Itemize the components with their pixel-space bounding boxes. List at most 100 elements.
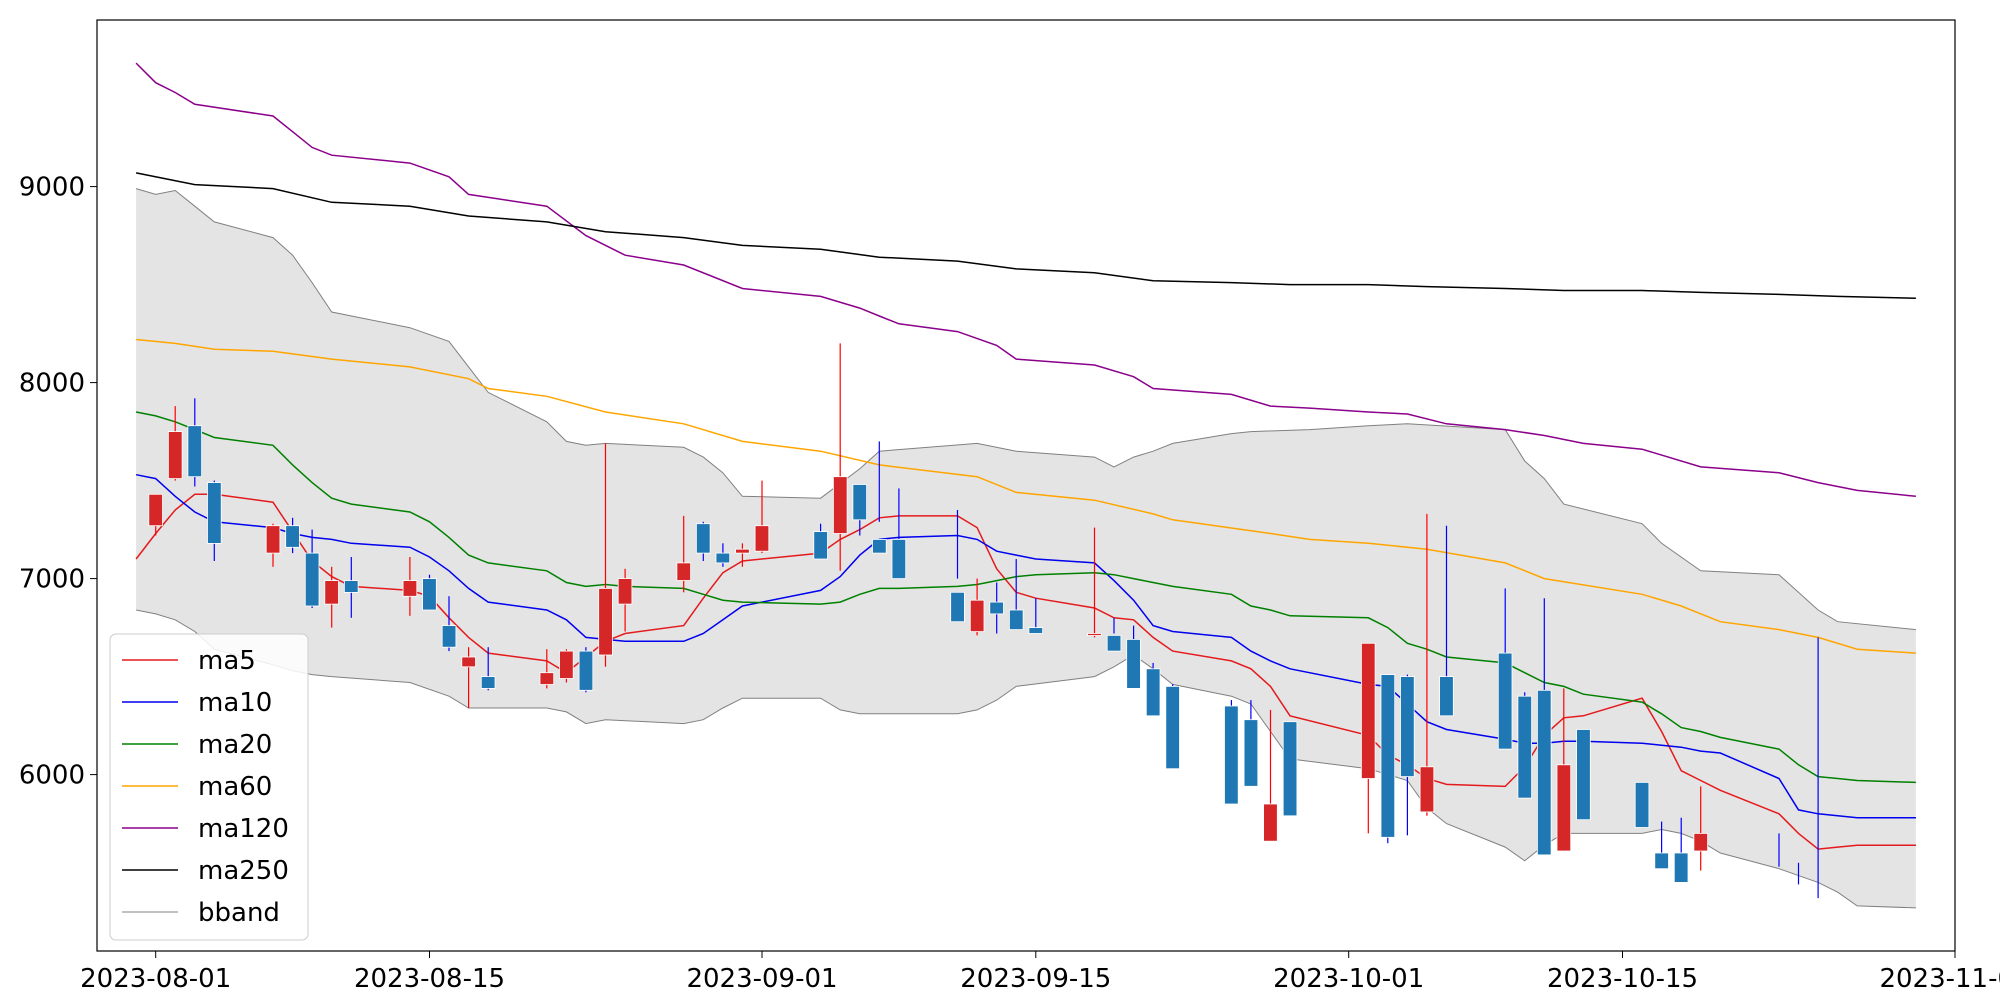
y-tick-label: 6000 xyxy=(19,761,85,791)
candles-layer xyxy=(148,343,1819,899)
candle-body xyxy=(1263,803,1278,842)
candle xyxy=(422,574,437,611)
candle xyxy=(1165,684,1180,770)
candle xyxy=(833,343,848,571)
candle-body xyxy=(1126,639,1141,689)
candle xyxy=(1126,625,1141,689)
candle xyxy=(1497,588,1513,750)
candle xyxy=(480,647,496,691)
candle xyxy=(872,441,887,554)
candle-body xyxy=(1282,721,1298,817)
candle-body xyxy=(950,591,965,623)
candle xyxy=(402,557,418,616)
candle-body xyxy=(1243,719,1259,787)
candle xyxy=(891,488,907,580)
candle-body xyxy=(1517,695,1533,799)
candle-body xyxy=(1400,676,1415,777)
candle-body xyxy=(578,650,594,691)
candle-body xyxy=(1145,668,1161,717)
x-tick-label: 2023-08-01 xyxy=(80,964,231,994)
candle xyxy=(1380,674,1396,844)
ma10-line xyxy=(135,473,1916,819)
candle-body xyxy=(833,476,848,534)
legend-label-ma120: ma120 xyxy=(198,814,289,844)
candle-body xyxy=(1654,852,1669,870)
candle xyxy=(578,647,594,693)
candle-body xyxy=(1106,635,1122,652)
candle xyxy=(343,557,359,618)
candle-body xyxy=(1556,764,1572,852)
candle xyxy=(1009,559,1024,631)
candle xyxy=(1028,598,1044,634)
candle-body xyxy=(461,656,476,668)
candle-body xyxy=(539,672,555,685)
candle-body xyxy=(891,539,907,580)
ma20-line xyxy=(135,411,1916,784)
candle-body xyxy=(969,599,985,633)
candle-body xyxy=(1361,642,1376,779)
candle-body xyxy=(402,580,418,597)
candle-body xyxy=(167,431,183,480)
candle xyxy=(1400,674,1415,836)
candle xyxy=(187,398,202,487)
legend-label-ma10: ma10 xyxy=(198,688,272,718)
candle xyxy=(1537,598,1552,856)
candle xyxy=(598,443,613,667)
x-tick-label: 2023-08-15 xyxy=(354,964,505,994)
legend-label-ma5: ma5 xyxy=(198,646,256,676)
candle xyxy=(1106,617,1122,652)
candle xyxy=(441,596,457,652)
x-tick-label: 2023-10-01 xyxy=(1273,964,1424,994)
ma5-line xyxy=(135,493,1916,850)
legend-label-ma20: ma20 xyxy=(198,730,272,760)
candle xyxy=(148,493,163,536)
candle xyxy=(1419,513,1435,816)
ma120-line xyxy=(135,62,1916,498)
candle-body xyxy=(1165,686,1180,770)
candle-body xyxy=(735,548,750,554)
y-tick-label: 7000 xyxy=(19,565,85,595)
candle xyxy=(735,543,750,567)
legend-label-ma250: ma250 xyxy=(198,856,289,886)
bband-fill xyxy=(136,188,1916,908)
candle xyxy=(265,523,281,567)
candle xyxy=(1654,821,1669,870)
candle xyxy=(813,523,828,560)
candle-body xyxy=(1497,652,1513,750)
candle-body xyxy=(324,580,339,605)
candle-body xyxy=(441,625,457,648)
candle xyxy=(1673,817,1689,883)
candle xyxy=(1634,782,1650,828)
candle xyxy=(1517,692,1533,799)
candle xyxy=(1243,700,1259,787)
candle xyxy=(304,529,320,608)
candle xyxy=(852,484,868,536)
x-tick-label: 2023-11-01 xyxy=(1879,964,2000,994)
plot-frame xyxy=(96,19,1956,952)
candle xyxy=(539,649,555,689)
ma60-line xyxy=(136,338,1916,654)
candle-body xyxy=(1419,766,1435,813)
candle xyxy=(559,649,574,683)
candle-body xyxy=(872,539,887,554)
candle xyxy=(676,515,692,593)
candle-body xyxy=(207,482,222,544)
candle-body xyxy=(1028,627,1044,634)
candle-body xyxy=(285,525,300,548)
candle-body xyxy=(1693,833,1709,852)
candle-body xyxy=(559,650,574,679)
legend-box xyxy=(109,633,309,941)
candle xyxy=(461,647,476,708)
candle xyxy=(1282,721,1298,817)
candle-body xyxy=(1009,609,1024,631)
candle xyxy=(1224,700,1239,805)
candle xyxy=(1439,525,1454,717)
candle-body xyxy=(422,578,437,611)
candle-body xyxy=(598,588,613,656)
axes-layer: 6000 7000 8000 9000 2023-08-01 2023-08-15 2023… xyxy=(19,173,2000,994)
x-tick-label: 2023-09-15 xyxy=(960,964,1111,994)
candle xyxy=(696,521,711,561)
candle-body xyxy=(754,525,770,552)
candle xyxy=(617,568,633,632)
